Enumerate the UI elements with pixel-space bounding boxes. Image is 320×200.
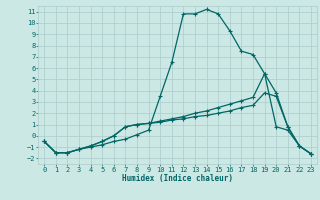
X-axis label: Humidex (Indice chaleur): Humidex (Indice chaleur) [122,174,233,183]
